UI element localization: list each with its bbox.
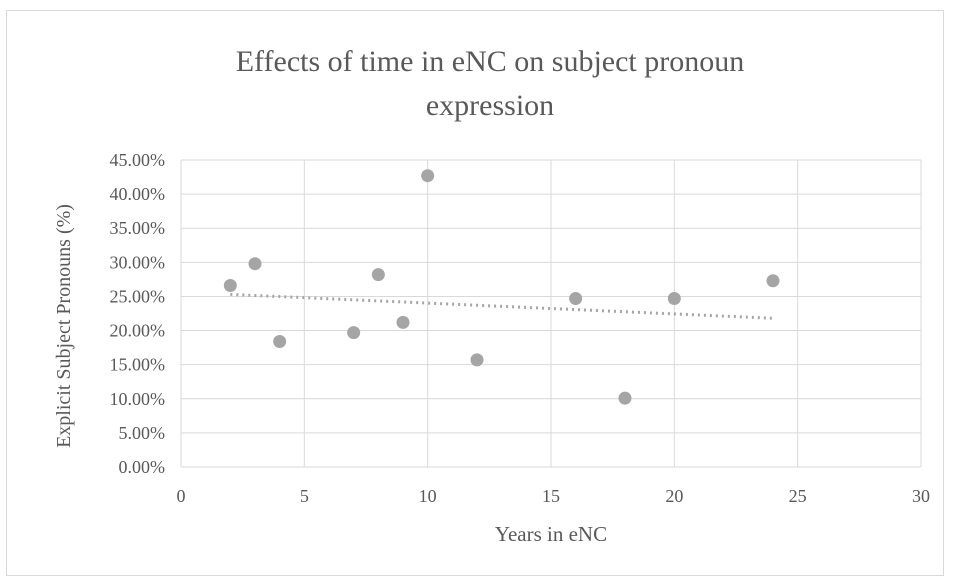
x-tick-label: 5 — [300, 486, 309, 506]
y-tick-label: 10.00% — [110, 389, 166, 409]
y-axis-label: Explicit Subject Pronouns (%) — [53, 204, 75, 448]
x-tick-label: 30 — [912, 486, 930, 506]
data-point — [618, 391, 632, 405]
data-point — [396, 315, 410, 329]
x-tick-label: 25 — [789, 486, 807, 506]
data-point — [470, 353, 484, 367]
y-tick-label: 40.00% — [110, 184, 166, 204]
y-tick-label: 45.00% — [110, 150, 166, 170]
data-point — [569, 291, 583, 305]
y-axis-ticks: 0.00% 5.00% 10.00% 15.00% 20.00% 25.00% 30.00%… — [110, 150, 166, 477]
grid — [180, 159, 922, 468]
data-point — [371, 268, 385, 282]
chart-frame — [6, 10, 944, 576]
data-points — [223, 169, 780, 405]
x-tick-label: 10 — [419, 486, 437, 506]
chart-title: Effects of time in eNC on subject pronou… — [235, 45, 745, 122]
trendline — [230, 292, 774, 320]
data-point — [273, 334, 287, 348]
x-axis-label: Years in eNC — [495, 522, 607, 546]
y-tick-label: 15.00% — [110, 355, 166, 375]
y-tick-label: 0.00% — [119, 457, 166, 477]
y-tick-label: 20.00% — [110, 321, 166, 341]
data-point — [347, 326, 361, 340]
x-tick-label: 20 — [665, 486, 683, 506]
data-point — [248, 257, 262, 271]
data-point — [766, 274, 780, 288]
trendline-group — [230, 292, 774, 320]
y-tick-label: 30.00% — [110, 252, 166, 272]
data-point — [421, 169, 435, 183]
data-point — [223, 279, 237, 293]
y-tick-label: 5.00% — [119, 423, 166, 443]
y-tick-label: 25.00% — [110, 286, 166, 306]
x-tick-label: 0 — [177, 486, 186, 506]
x-tick-label: 15 — [542, 486, 560, 506]
x-axis-ticks: 0 5 10 15 20 25 30 — [177, 486, 931, 506]
data-point — [667, 291, 681, 305]
y-tick-label: 35.00% — [110, 218, 166, 238]
